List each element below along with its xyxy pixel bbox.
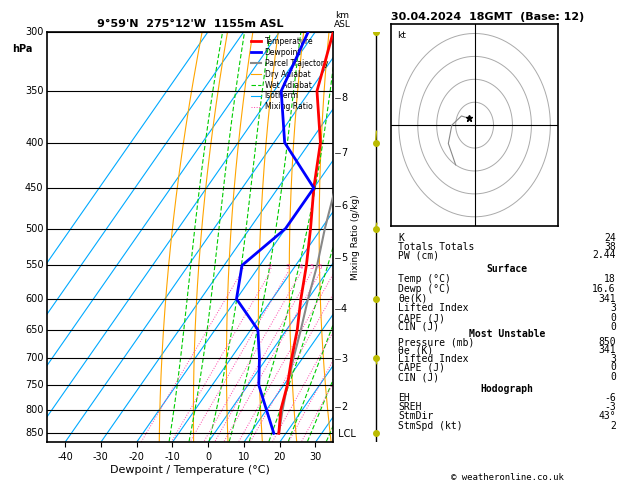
Text: Surface: Surface [486,264,528,274]
Text: 2.44: 2.44 [593,250,616,260]
Text: 0: 0 [610,313,616,323]
Text: 300: 300 [25,27,43,36]
Text: 0: 0 [610,362,616,372]
X-axis label: Dewpoint / Temperature (°C): Dewpoint / Temperature (°C) [110,465,270,475]
Text: K: K [398,233,404,243]
Text: Most Unstable: Most Unstable [469,329,545,339]
Text: 7: 7 [341,148,347,157]
Text: 341: 341 [598,346,616,355]
Text: Mixing Ratio (g/kg): Mixing Ratio (g/kg) [351,194,360,280]
Text: CIN (J): CIN (J) [398,322,439,332]
Text: SREH: SREH [398,402,421,412]
Text: 6: 6 [341,201,347,211]
Legend: Temperature, Dewpoint, Parcel Trajectory, Dry Adiabat, Wet Adiabat, Isotherm, Mi: Temperature, Dewpoint, Parcel Trajectory… [249,35,330,113]
Title: 9°59'N  275°12'W  1155m ASL: 9°59'N 275°12'W 1155m ASL [97,19,284,30]
Text: Hodograph: Hodograph [481,384,533,394]
Text: Lifted Index: Lifted Index [398,303,469,313]
Text: 450: 450 [25,183,43,193]
Text: 16.6: 16.6 [593,284,616,294]
Text: Pressure (mb): Pressure (mb) [398,337,474,347]
Text: 0: 0 [610,372,616,382]
Text: -3: -3 [604,402,616,412]
Text: 30.04.2024  18GMT  (Base: 12): 30.04.2024 18GMT (Base: 12) [391,12,584,22]
Text: Totals Totals: Totals Totals [398,242,474,252]
Text: 3: 3 [610,354,616,364]
Text: 8: 8 [341,93,347,103]
Text: 3: 3 [341,354,347,364]
Text: km
ASL: km ASL [334,11,351,29]
Text: 2: 2 [610,421,616,431]
Text: 5: 5 [309,264,314,270]
Text: 400: 400 [25,138,43,148]
Text: LCL: LCL [335,429,355,439]
Text: EH: EH [398,393,410,403]
Text: Lifted Index: Lifted Index [398,354,469,364]
Text: CAPE (J): CAPE (J) [398,362,445,372]
Text: Dewp (°C): Dewp (°C) [398,284,451,294]
Text: 350: 350 [25,86,43,96]
Text: 18: 18 [604,274,616,284]
Text: 2: 2 [268,264,272,270]
Text: CAPE (J): CAPE (J) [398,313,445,323]
Text: CIN (J): CIN (J) [398,372,439,382]
Text: kt: kt [397,31,406,40]
Text: 3: 3 [286,264,290,270]
Text: hPa: hPa [13,44,33,54]
Text: 24: 24 [604,233,616,243]
Text: 850: 850 [25,428,43,438]
Text: StmDir: StmDir [398,411,433,421]
Text: 43°: 43° [598,411,616,421]
Text: 2: 2 [341,402,347,413]
Text: 700: 700 [25,353,43,364]
Text: -6: -6 [604,393,616,403]
Text: 341: 341 [598,294,616,304]
Text: 500: 500 [25,224,43,234]
Text: 6: 6 [318,264,322,270]
Text: θe(K): θe(K) [398,294,428,304]
Text: Temp (°C): Temp (°C) [398,274,451,284]
Text: 1: 1 [239,264,243,270]
Text: 3: 3 [610,303,616,313]
Text: 4: 4 [341,304,347,314]
Text: PW (cm): PW (cm) [398,250,439,260]
Text: 800: 800 [25,405,43,415]
Text: θe (K): θe (K) [398,346,433,355]
Text: 38: 38 [604,242,616,252]
Text: 750: 750 [25,380,43,390]
Text: 650: 650 [25,325,43,335]
Text: StmSpd (kt): StmSpd (kt) [398,421,463,431]
Text: 0: 0 [610,322,616,332]
Text: 600: 600 [25,294,43,304]
Text: 5: 5 [341,253,347,263]
Text: 4: 4 [299,264,303,270]
Text: 550: 550 [25,260,43,270]
Text: 850: 850 [598,337,616,347]
Text: © weatheronline.co.uk: © weatheronline.co.uk [450,473,564,482]
